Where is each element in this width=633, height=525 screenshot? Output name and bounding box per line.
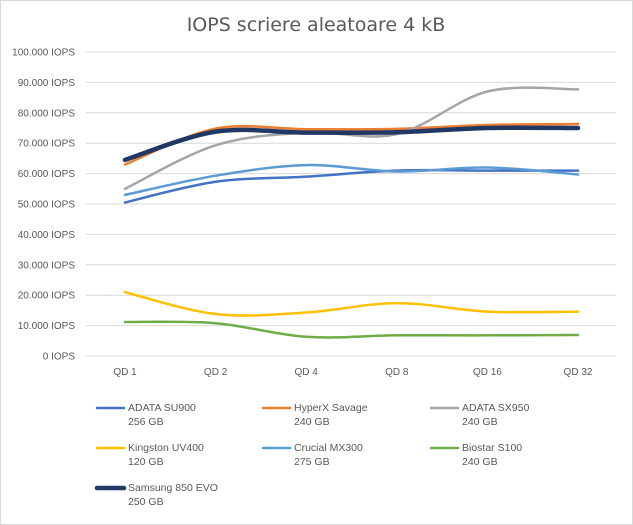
legend-label: Biostar S100 <box>462 442 522 454</box>
series-line-0 <box>123 168 580 204</box>
legend-capacity: 120 GB <box>128 456 164 468</box>
series-line-2 <box>123 86 580 191</box>
series-line-5 <box>123 320 580 339</box>
series-line-4 <box>123 163 580 197</box>
y-tick-label: 70.000 IOPS <box>18 139 76 150</box>
series-line-6 <box>122 125 581 163</box>
x-tick-label: QD 8 <box>385 367 409 378</box>
x-tick-label: QD 2 <box>204 367 228 378</box>
chart-title: IOPS scriere aleatoare 4 kB <box>187 14 446 36</box>
legend-item: Kingston UV400 120 GB <box>95 442 204 468</box>
y-tick-label: 20.000 IOPS <box>18 291 76 302</box>
y-tick-label: 30.000 IOPS <box>18 260 76 271</box>
legend-label: ADATA SX950 <box>462 402 529 414</box>
legend-capacity: 240 GB <box>462 416 498 428</box>
y-tick-label: 40.000 IOPS <box>18 230 76 241</box>
series-lines <box>122 86 581 339</box>
legend-label: Samsung 850 EVO <box>128 482 218 494</box>
y-axis-tick-labels: 0 IOPS 10.000 IOPS 20.000 IOPS 30.000 IOPS 4… <box>12 48 75 363</box>
legend-item: Biostar S100 240 GB <box>429 442 522 468</box>
legend-item: Crucial MX300 275 GB <box>261 442 363 468</box>
legend-item: Samsung 850 EVO 250 GB <box>94 482 218 508</box>
y-tick-label: 80.000 IOPS <box>18 108 76 119</box>
legend-item: HyperX Savage 240 GB <box>261 402 368 428</box>
legend-capacity: 240 GB <box>294 416 330 428</box>
x-tick-label: QD 32 <box>564 367 593 378</box>
y-tick-label: 50.000 IOPS <box>18 200 76 211</box>
y-tick-label: 100.000 IOPS <box>12 48 75 59</box>
series-line-1 <box>123 122 580 166</box>
legend-item: ADATA SX950 240 GB <box>429 402 529 428</box>
gridlines <box>86 51 616 357</box>
legend-label: HyperX Savage <box>294 402 368 414</box>
legend-label: Crucial MX300 <box>294 442 363 454</box>
y-tick-label: 60.000 IOPS <box>18 169 76 180</box>
legend-capacity: 240 GB <box>462 456 498 468</box>
legend-capacity: 250 GB <box>128 496 164 508</box>
legend-capacity: 275 GB <box>294 456 330 468</box>
legend-capacity: 256 GB <box>128 416 164 428</box>
y-tick-label: 0 IOPS <box>43 352 76 363</box>
legend-label: Kingston UV400 <box>128 442 204 454</box>
x-tick-label: QD 4 <box>295 367 319 378</box>
x-tick-label: QD 1 <box>113 367 137 378</box>
y-tick-label: 90.000 IOPS <box>18 78 76 89</box>
legend-label: ADATA SU900 <box>128 402 196 414</box>
legend-item: ADATA SU900 256 GB <box>95 402 196 428</box>
series-line-3 <box>123 290 580 317</box>
y-tick-label: 10.000 IOPS <box>18 321 76 332</box>
x-tick-label: QD 16 <box>473 367 502 378</box>
x-axis-tick-labels: QD 1 QD 2 QD 4 QD 8 QD 16 QD 32 <box>113 367 593 378</box>
